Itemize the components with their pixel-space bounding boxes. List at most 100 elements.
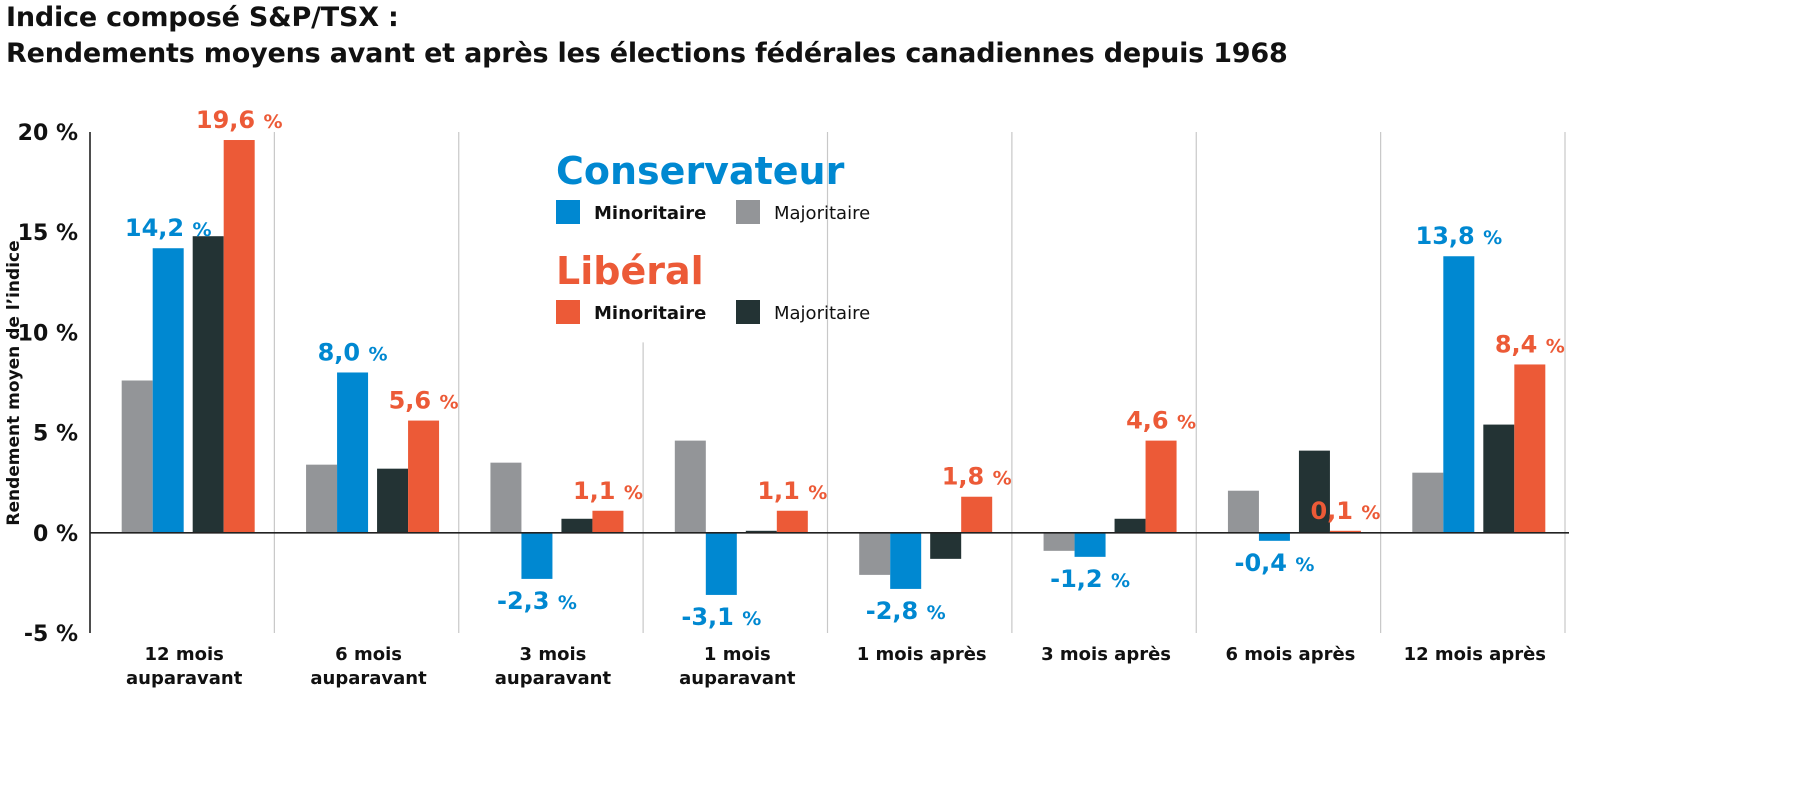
category-label-line: 12 mois après [1404,644,1546,665]
data-label-value: -2,3 [497,587,558,615]
bar-liberal-majority [1483,424,1515,533]
data-label-percent: % [1483,227,1502,249]
data-label-value: 1,1 [757,477,808,505]
data-label-liberal-minority: 5,6 % [389,387,459,415]
bar-conservative-majority [1043,532,1075,551]
data-label-value: 1,8 [942,463,993,491]
data-label-conservative-minority: 14,2 % [125,214,212,242]
bar-liberal-majority [561,518,593,533]
bar-liberal-minority [961,496,993,533]
bar-conservative-majority [1227,490,1259,533]
bar-liberal-majority [377,468,409,533]
bar-liberal-minority [1514,364,1546,533]
data-label-value: 5,6 [389,387,440,415]
category-label-line: 3 mois [520,644,587,665]
bars [121,140,1546,595]
data-label-value: 4,6 [1126,407,1177,435]
data-label-liberal-minority: 8,4 % [1495,330,1565,358]
category-label-line: auparavant [126,668,243,689]
data-label-percent: % [263,111,282,133]
data-label-percent: % [1111,570,1130,592]
y-tick-label: 20 % [18,121,78,146]
data-label-value: 19,6 [196,106,264,134]
bar-liberal-minority [1329,530,1361,533]
legend-item-label: Minoritaire [594,303,706,324]
data-label-percent: % [1361,502,1380,524]
category-label: 12 mois auparavant [126,644,243,689]
category-label: 12 mois après [1404,644,1546,665]
bar-conservative-majority [490,462,522,533]
data-label-percent: % [1295,554,1314,576]
bar-liberal-majority [192,236,224,533]
data-label-value: 13,8 [1416,222,1484,250]
category-labels: 12 mois auparavant 6 mois auparavant 3 mois a… [126,644,1546,689]
category-label-line: auparavant [495,668,612,689]
bar-liberal-majority [745,530,777,533]
bar-liberal-minority [592,510,624,533]
data-label-percent: % [808,482,827,504]
data-label-value: 1,1 [573,477,624,505]
y-tick-label: -5 % [24,622,78,647]
category-label: 1 mois après [857,644,987,665]
data-label-liberal-minority: 1,1 % [757,477,827,505]
category-label-line: 6 mois après [1225,644,1355,665]
bar-conservative-minority [1074,532,1106,557]
bar-conservative-minority [1443,256,1475,533]
bar-conservative-majority [859,532,891,575]
data-label-percent: % [742,608,761,630]
data-label-conservative-minority: -2,8 % [866,597,946,625]
bar-conservative-majority [306,464,338,533]
data-label-value: -1,2 [1050,565,1111,593]
data-label-value: -2,8 [866,597,927,625]
data-labels: 14,2 %8,0 %-2,3 %-3,1 % -2,8 %-1,2 %-0,4 … [125,106,1565,631]
data-label-value: 14,2 [125,214,193,242]
data-label-liberal-minority: 19,6 % [196,106,283,134]
bar-liberal-majority [1114,518,1146,533]
legend-swatch [736,200,760,224]
category-label-line: 1 mois [704,644,771,665]
y-axis-label: Rendement moyen de l’indice [4,240,24,525]
y-tick-label: 15 % [18,221,78,246]
bar-conservative-minority [521,532,553,579]
bar-liberal-minority [223,140,255,533]
bar-conservative-majority [674,440,706,533]
data-label-percent: % [927,602,946,624]
bar-conservative-minority [337,372,369,533]
data-label-conservative-minority: -1,2 % [1050,565,1130,593]
category-label-line: 1 mois après [857,644,987,665]
data-label-percent: % [192,219,211,241]
category-label-line: 6 mois [335,644,402,665]
legend-item-label: Minoritaire [594,203,706,224]
legend: Conservateur Minoritaire Majoritaire Libéra… [556,149,870,324]
category-label-line: 3 mois après [1041,644,1171,665]
legend-item-label: Majoritaire [774,203,870,224]
bar-conservative-minority [152,248,184,533]
data-label-liberal-minority: 1,1 % [573,477,643,505]
data-label-value: -0,4 [1234,549,1295,577]
bar-conservative-minority [1258,532,1290,541]
data-label-conservative-minority: -3,1 % [681,603,761,631]
category-label: 3 mois auparavant [495,644,612,689]
legend-swatch [556,200,580,224]
bar-liberal-minority [776,510,808,533]
bar-liberal-majority [930,532,962,559]
data-label-liberal-minority: 0,1 % [1310,497,1380,525]
category-label: 1 mois auparavant [679,644,796,689]
bar-liberal-minority [1145,440,1177,533]
data-label-percent: % [439,392,458,414]
category-label: 6 mois auparavant [310,644,427,689]
category-dividers [273,132,1566,633]
bar-conservative-minority [890,532,922,589]
chart-subtitle: Rendements moyens avant et après les éle… [6,38,1288,69]
data-label-value: 0,1 [1310,497,1361,525]
bar-liberal-majority [1298,450,1330,533]
data-label-value: -3,1 [681,603,742,631]
axes [89,132,1569,633]
data-label-conservative-minority: 8,0 % [318,338,388,366]
data-label-percent: % [624,482,643,504]
chart-title: Indice composé S&P/TSX : [6,2,399,33]
data-label-percent: % [1177,412,1196,434]
bar-conservative-majority [121,380,153,533]
y-tick-label: 10 % [18,321,78,346]
